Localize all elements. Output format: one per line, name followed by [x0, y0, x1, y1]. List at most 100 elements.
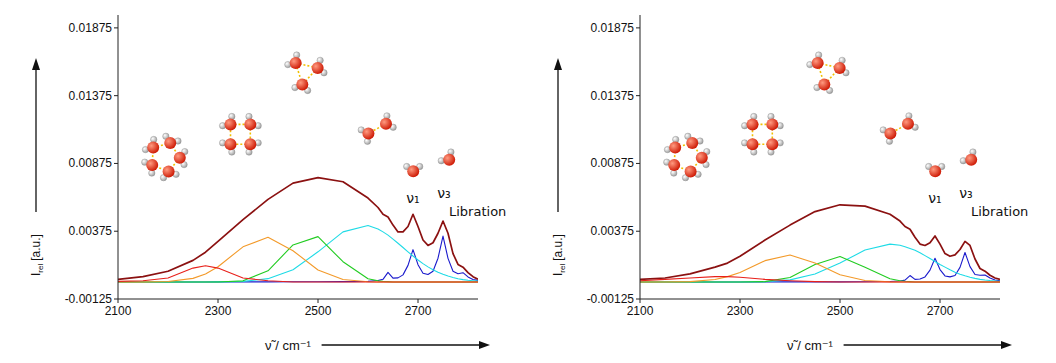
x-tick-label: 2500 [305, 304, 332, 318]
spectrum-line [640, 257, 1000, 282]
oxygen-atom [965, 154, 977, 166]
y-tick [114, 27, 118, 28]
y-axis-title: Irel[a.u.] [29, 234, 45, 276]
y-tick-label: 0.00375 [591, 224, 635, 238]
plot-area [640, 205, 1000, 282]
oxygen-atom [296, 78, 308, 90]
oxygen-atom [686, 137, 698, 149]
x-tick [218, 299, 219, 303]
oxygen-atom [174, 152, 186, 164]
spectrum-line [640, 244, 1000, 282]
oxygen-atom [407, 165, 419, 177]
molecule-illustrations [142, 52, 456, 181]
y-tick [114, 163, 118, 164]
y-tick-label: 0.01875 [591, 21, 635, 35]
annotation: Libration [449, 204, 506, 219]
annotation: ν₃ [959, 185, 972, 201]
y-axis-line [118, 15, 119, 299]
spectrum-line [118, 178, 478, 280]
oxygen-atom [147, 142, 159, 154]
x-axis-line [118, 299, 478, 300]
y-tick-label: 0.00875 [69, 156, 113, 170]
oxygen-atom [362, 127, 374, 139]
annotation: Libration [971, 204, 1028, 219]
y-axis-title: Irel[a.u.] [551, 234, 567, 276]
oxygen-atom [225, 138, 237, 150]
oxygen-atom [146, 159, 158, 171]
oxygen-atom [290, 57, 302, 69]
y-tick [636, 95, 640, 96]
y-tick [114, 95, 118, 96]
oxygen-atom [746, 118, 758, 130]
spectrum-line [640, 255, 1000, 282]
y-axis-line [640, 15, 641, 299]
x-tick-label: 2100 [105, 304, 132, 318]
oxygen-atom [164, 137, 176, 149]
oxygen-atom [766, 138, 778, 150]
spectrum-line [640, 277, 1000, 282]
annotation: ν₁ [406, 190, 419, 206]
y-tick-label: 0.01375 [591, 89, 635, 103]
x-tick [840, 299, 841, 303]
y-tick [636, 231, 640, 232]
y-arrow-head [554, 58, 562, 70]
oxygen-atom [668, 159, 680, 171]
oxygen-atom [224, 118, 236, 130]
x-tick [418, 299, 419, 303]
oxygen-atom [312, 62, 324, 74]
oxygen-atom [766, 118, 778, 130]
x-tick-label: 2300 [727, 304, 754, 318]
x-tick-label: 2700 [927, 304, 954, 318]
x-arrow-head [1001, 341, 1012, 349]
oxygen-atom [380, 118, 392, 130]
spectrum-line [118, 226, 478, 283]
y-tick-label: 0.01375 [69, 89, 113, 103]
oxygen-atom [244, 138, 256, 150]
oxygen-atom [812, 57, 824, 69]
molecule-illustrations [664, 52, 978, 181]
plot-area [118, 178, 478, 282]
oxygen-atom [902, 118, 914, 130]
x-tick [740, 299, 741, 303]
spectrum-line [118, 266, 478, 282]
y-axis-title-sub: rel [558, 264, 567, 273]
annotation: ν₁ [928, 190, 941, 206]
oxygen-atom [685, 166, 697, 178]
oxygen-atom [669, 142, 681, 154]
x-tick [640, 299, 641, 303]
x-tick-label: 2500 [827, 304, 854, 318]
x-tick-label: 2300 [205, 304, 232, 318]
x-arrow [844, 344, 1004, 345]
y-tick-label: 0.01875 [69, 21, 113, 35]
y-tick-label: 0.00875 [591, 156, 635, 170]
y-axis-title-unit: [a.u.] [551, 234, 565, 261]
y-tick [114, 231, 118, 232]
x-tick [118, 299, 119, 303]
x-arrow [322, 344, 482, 345]
y-tick [636, 299, 640, 300]
y-arrow [557, 68, 558, 212]
y-tick [636, 163, 640, 164]
x-axis-title: ν̃ / cm⁻¹ [787, 338, 834, 353]
y-arrow-head [32, 58, 40, 70]
chart-canvas: -0.001250.003750.008750.013750.018752100… [0, 0, 1056, 363]
panel: -0.001250.003750.008750.013750.018752100… [551, 15, 1028, 353]
oxygen-atom [747, 138, 759, 150]
panel: -0.001250.003750.008750.013750.018752100… [29, 15, 506, 353]
x-tick [318, 299, 319, 303]
x-axis-title: ν̃ / cm⁻¹ [265, 338, 312, 353]
x-arrow-head [479, 341, 490, 349]
spectrum-line [118, 237, 478, 282]
y-tick [114, 299, 118, 300]
y-arrow [35, 68, 36, 212]
oxygen-atom [696, 152, 708, 164]
y-axis-title-unit: [a.u.] [29, 234, 43, 261]
oxygen-atom [929, 165, 941, 177]
x-tick-label: 2700 [405, 304, 432, 318]
oxygen-atom [884, 127, 896, 139]
x-axis-line [640, 299, 1000, 300]
oxygen-atom [244, 118, 256, 130]
oxygen-atom [163, 166, 175, 178]
spectrum-line [118, 237, 478, 282]
annotation: ν₃ [437, 185, 450, 201]
